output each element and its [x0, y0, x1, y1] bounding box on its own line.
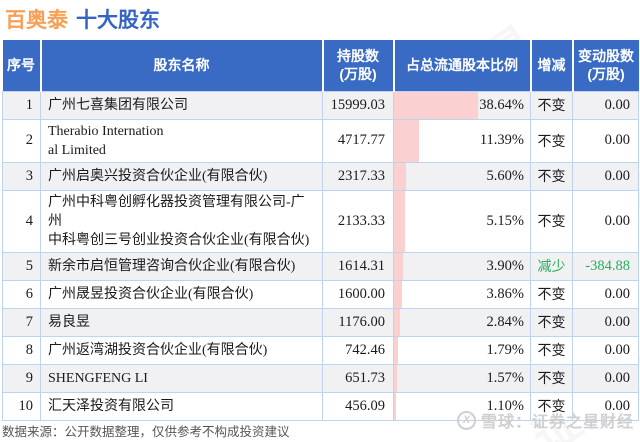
report-name: 十大股东: [76, 9, 160, 32]
change-shares-cell: 0.00: [572, 363, 639, 393]
shareholder-name-cell: Therabio Internation al Limited: [40, 118, 323, 163]
rank-cell: 8: [2, 335, 41, 365]
shares-cell: 2133.33: [322, 189, 394, 253]
shareholder-name-cell: 广州中科粤创孵化器投资管理有限公司-广州 中科粤创三号创业投资合伙企业(有限合伙…: [40, 189, 323, 253]
ratio-cell: 1.57%: [393, 363, 531, 393]
shares-cell: 2317.33: [322, 161, 394, 191]
shares-cell: 456.09: [322, 391, 394, 421]
change-cell: 不变: [530, 161, 573, 191]
data-source-note: 数据来源：公开数据整理，仅供参考不构成投资建议: [2, 425, 290, 439]
page-title: 百奥泰 十大股东: [5, 4, 160, 34]
ratio-cell: 38.64%: [393, 90, 531, 120]
col-header-shareholder-name: 股东名称: [39, 40, 323, 91]
change-shares-cell: 0.00: [572, 279, 639, 309]
shares-cell: 1614.31: [322, 251, 394, 281]
ratio-cell: 3.86%: [393, 279, 531, 309]
change-shares-cell: 0.00: [572, 307, 639, 337]
table-row: 2 Therabio Internation al Limited 4717.7…: [2, 118, 639, 163]
table-row: 8 广州返湾湖投资合伙企业(有限合伙) 742.46 1.79% 不变 0.00: [2, 335, 639, 365]
table-row: 7 易良昱 1176.00 2.84% 不变 0.00: [2, 307, 639, 337]
shares-cell: 4717.77: [322, 118, 394, 163]
ratio-cell: 1.79%: [393, 335, 531, 365]
ratio-bar: [394, 190, 406, 252]
brand-watermark: X 雪球：证券之星财经: [456, 408, 634, 432]
shares-cell: 1176.00: [322, 307, 394, 337]
shares-cell: 742.46: [322, 335, 394, 365]
change-cell: 不变: [530, 335, 573, 365]
table-header-row: 序号 股东名称 持股数 (万股) 占总流通股本比例 增减 变动股数 (万股): [2, 40, 639, 91]
shareholders-table: 序号 股东名称 持股数 (万股) 占总流通股本比例 增减 变动股数 (万股) 1…: [2, 40, 639, 421]
shares-cell: 15999.03: [322, 90, 394, 120]
ratio-bar: [394, 308, 401, 336]
ratio-cell: 11.39%: [393, 118, 531, 163]
rank-cell: 6: [2, 279, 41, 309]
shares-cell: 1600.00: [322, 279, 394, 309]
change-cell: 不变: [530, 118, 573, 163]
rank-cell: 7: [2, 307, 41, 337]
shareholder-name-cell: 广州晟昱投资合伙企业(有限合伙): [40, 279, 323, 309]
shares-cell: 651.73: [322, 363, 394, 393]
rank-cell: 5: [2, 251, 41, 281]
ratio-cell: 3.90%: [393, 251, 531, 281]
ratio-bar: [394, 364, 398, 392]
shareholder-name-cell: 易良昱: [40, 307, 323, 337]
change-cell: 不变: [530, 391, 573, 421]
change-shares-cell: 0.00: [572, 118, 639, 163]
col-header-shares-held: 持股数 (万股): [321, 40, 394, 91]
ratio-bar: [394, 162, 407, 190]
shareholder-name-cell: 广州七喜集团有限公司: [40, 90, 323, 120]
table-row: 9 SHENGFENG LI 651.73 1.57% 不变 0.00: [2, 363, 639, 393]
rank-cell: 9: [2, 363, 41, 393]
rank-cell: 3: [2, 161, 41, 191]
change-shares-cell: 0.00: [572, 391, 639, 421]
change-shares-cell: -384.88: [572, 251, 639, 281]
ratio-bar: [394, 280, 403, 308]
table-row: 5 新余市启恒管理咨询合伙企业(有限合伙) 1614.31 3.90% 减少 -…: [2, 251, 639, 281]
shareholder-name-cell: SHENGFENG LI: [40, 363, 323, 393]
col-header-float-ratio: 占总流通股本比例: [392, 40, 531, 91]
table-row: 1 广州七喜集团有限公司 15999.03 38.64% 不变 0.00: [2, 90, 639, 120]
change-cell: 不变: [530, 189, 573, 253]
col-header-change: 增减: [529, 40, 573, 91]
change-cell: 不变: [530, 279, 573, 309]
shareholder-name-cell: 汇天泽投资有限公司: [40, 391, 323, 421]
ratio-bar: [394, 119, 419, 162]
change-shares-cell: 0.00: [572, 161, 639, 191]
brand-text: 雪球：证券之星财经: [480, 414, 634, 431]
table-row: 3 广州启奥兴投资合伙企业(有限合伙) 2317.33 5.60% 不变 0.0…: [2, 161, 639, 191]
change-shares-cell: 0.00: [572, 335, 639, 365]
shareholder-name-cell: 新余市启恒管理咨询合伙企业(有限合伙): [40, 251, 323, 281]
col-header-rank: 序号: [2, 40, 41, 91]
rank-cell: 2: [2, 118, 41, 163]
shareholder-name-cell: 广州启奥兴投资合伙企业(有限合伙): [40, 161, 323, 191]
change-shares-cell: 0.00: [572, 189, 639, 253]
change-cell: 不变: [530, 90, 573, 120]
shareholder-name-cell: 广州返湾湖投资合伙企业(有限合伙): [40, 335, 323, 365]
ratio-cell: 2.84%: [393, 307, 531, 337]
change-cell: 减少: [530, 251, 573, 281]
ratio-cell: 5.60%: [393, 161, 531, 191]
change-cell: 不变: [530, 307, 573, 337]
stock-name: 百奥泰: [5, 9, 68, 32]
col-header-change-shares: 变动股数 (万股): [571, 40, 639, 91]
change-cell: 不变: [530, 363, 573, 393]
ratio-bar: [394, 91, 479, 119]
table-row: 6 广州晟昱投资合伙企业(有限合伙) 1600.00 3.86% 不变 0.00: [2, 279, 639, 309]
rank-cell: 4: [2, 189, 41, 253]
ratio-bar: [394, 336, 398, 364]
rank-cell: 1: [2, 90, 41, 120]
ratio-cell: 5.15%: [393, 189, 531, 253]
ratio-bar: [394, 392, 397, 420]
xueqiu-logo-icon: X: [456, 410, 476, 430]
table-row: 4 广州中科粤创孵化器投资管理有限公司-广州 中科粤创三号创业投资合伙企业(有限…: [2, 189, 639, 253]
rank-cell: 10: [2, 391, 41, 421]
change-shares-cell: 0.00: [572, 90, 639, 120]
ratio-bar: [394, 252, 403, 280]
